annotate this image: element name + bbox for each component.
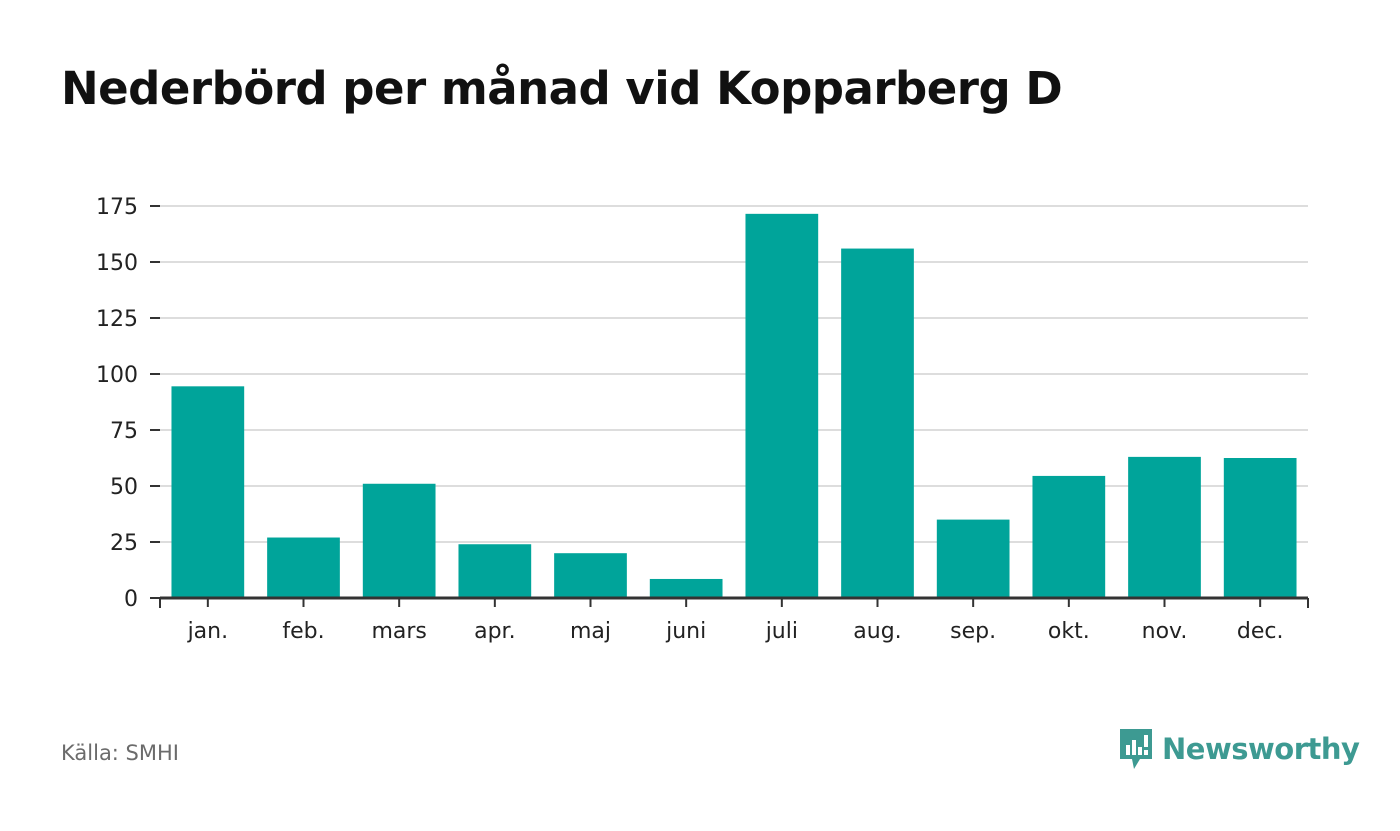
brand-logo: Newsworthy	[1118, 727, 1360, 771]
bar-mars	[362, 483, 436, 598]
y-axis-ticks: 0 25 50 75 100 125 150 175	[96, 195, 160, 612]
gridlines	[160, 205, 1308, 543]
source-note: Källa: SMHI	[61, 741, 179, 765]
y-tick-label: 75	[110, 419, 138, 444]
x-tick-label: feb.	[282, 619, 324, 644]
y-tick-label: 125	[96, 307, 138, 332]
x-tick-label: sep.	[950, 619, 996, 644]
y-tick-label: 50	[110, 475, 138, 500]
bar-nov	[1128, 456, 1201, 598]
x-axis: jan. feb. mars apr. maj juni juli aug. sep. okt. n…	[159, 596, 1309, 644]
bar-juli	[745, 213, 819, 598]
y-tick-label: 175	[96, 195, 138, 220]
x-tick-label: maj	[570, 619, 611, 644]
y-tick-label: 100	[96, 363, 138, 388]
brand-name: Newsworthy	[1162, 732, 1360, 766]
x-tick-label: okt.	[1048, 619, 1090, 644]
x-tick-label: juli	[765, 619, 798, 644]
y-tick-label: 25	[110, 531, 138, 556]
x-tick-label: mars	[371, 619, 426, 644]
x-tick-label: apr.	[474, 619, 515, 644]
x-tick-label: nov.	[1142, 619, 1188, 644]
bars	[171, 213, 1297, 598]
bar-juni	[649, 578, 723, 598]
x-tick-label: dec.	[1237, 619, 1284, 644]
y-tick-label: 0	[124, 587, 138, 612]
bar-jan	[171, 386, 245, 598]
bar-apr	[458, 544, 532, 598]
x-tick-label: jan.	[187, 619, 229, 644]
chart-title: Nederbörd per månad vid Kopparberg D	[61, 62, 1063, 115]
newsworthy-logo-icon	[1120, 729, 1152, 769]
bar-sep	[936, 519, 1010, 598]
x-tick-label: aug.	[853, 619, 901, 644]
bar-maj	[554, 553, 627, 598]
bar-dec	[1223, 458, 1297, 598]
x-tick-label: juni	[665, 619, 706, 644]
y-tick-label: 150	[96, 251, 138, 276]
bar-aug	[841, 248, 914, 598]
bar-okt	[1032, 475, 1106, 598]
bar-feb	[267, 537, 340, 598]
